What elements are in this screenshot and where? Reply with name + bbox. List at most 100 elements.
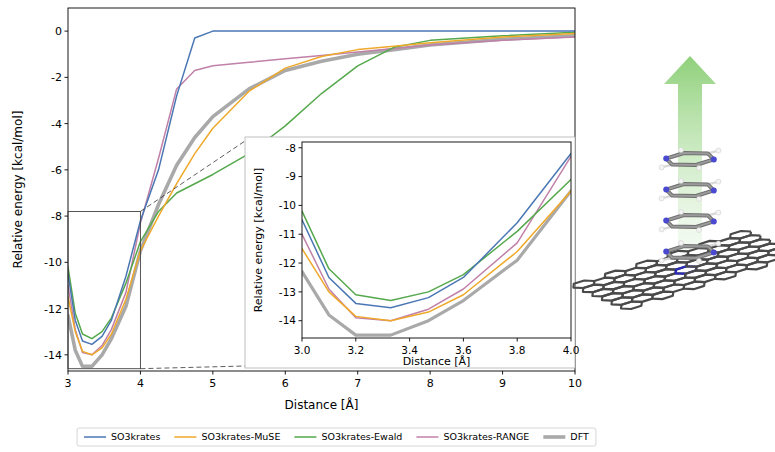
y-tick — [65, 123, 69, 124]
illustration — [573, 56, 775, 309]
atom-n — [711, 187, 717, 193]
legend-entry: SO3krates — [84, 431, 160, 442]
molecule — [659, 148, 721, 171]
x-tick — [357, 371, 358, 375]
atom-h — [697, 228, 702, 233]
y-tick — [65, 308, 69, 309]
legend-swatch — [174, 436, 196, 438]
atom-h — [679, 241, 684, 246]
molecule — [659, 210, 721, 233]
atom-h — [679, 179, 684, 184]
zoom-box — [68, 211, 140, 368]
legend: SO3krates SO3krates-MuSE SO3krates-Ewald SO… — [77, 428, 596, 446]
y-tick — [65, 216, 69, 217]
x-tick-label: 3 — [65, 377, 72, 390]
atom-n — [663, 187, 669, 193]
x-tick — [575, 371, 576, 375]
ring — [666, 215, 714, 227]
plot-frame — [302, 142, 571, 338]
y-axis-title: Relative energy [kcal/mol] — [11, 111, 25, 269]
x-tick-label: 3.8 — [509, 344, 526, 356]
axes: 3.03.23.43.63.84.0-14-13-12-11-10-9-8Dis… — [252, 142, 579, 368]
atom-h — [716, 241, 721, 246]
atom-n — [663, 156, 669, 162]
atom-n — [663, 249, 669, 255]
ring — [666, 184, 714, 196]
x-tick — [302, 338, 303, 342]
y-tick-label: 0 — [55, 25, 62, 38]
series-line — [302, 179, 571, 300]
figure: 345678910-14-12-10-8-6-4-20Distance [Å]R… — [0, 0, 775, 452]
y-tick — [299, 263, 303, 264]
x-tick-label: 10 — [568, 377, 582, 390]
graphene — [573, 231, 775, 309]
x-tick-label: 6 — [282, 377, 289, 390]
atom-h — [716, 210, 721, 215]
y-tick — [299, 234, 303, 235]
plot-frame — [68, 8, 575, 371]
x-tick-label: 3.4 — [401, 344, 418, 356]
legend-label: SO3krates-RANGE — [443, 431, 529, 442]
x-tick-label: 3.0 — [294, 344, 311, 356]
atom-h — [679, 210, 684, 215]
arrow — [664, 56, 716, 250]
y-tick-label: -10 — [279, 199, 296, 211]
graphene-cell — [768, 248, 775, 256]
series-line — [302, 191, 571, 335]
y-tick-label: -14 — [44, 349, 62, 362]
background — [0, 0, 775, 452]
series-line — [302, 154, 571, 308]
x-axis-title: Distance [Å] — [403, 355, 471, 368]
y-tick — [65, 77, 69, 78]
axes: 345678910-14-12-10-8-6-4-20Distance [Å]R… — [11, 8, 582, 412]
atom-h — [659, 227, 664, 232]
legend-entry: SO3krates-MuSE — [174, 431, 280, 442]
atom-h — [679, 148, 684, 153]
x-tick — [355, 338, 356, 342]
atom-n — [711, 156, 717, 162]
atom-n — [711, 249, 717, 255]
legend-label: SO3krates — [111, 431, 160, 442]
x-tick — [140, 371, 141, 375]
series-group — [302, 154, 571, 336]
molecule — [659, 179, 721, 202]
legend-entry: SO3krates-Ewald — [294, 431, 402, 442]
atom-h — [659, 196, 664, 201]
atom-h — [697, 166, 702, 171]
y-tick — [65, 262, 69, 263]
x-axis-title: Distance [Å] — [285, 397, 359, 412]
x-tick — [409, 338, 410, 342]
x-tick — [571, 338, 572, 342]
x-tick — [463, 338, 464, 342]
y-tick-label: -11 — [279, 228, 296, 240]
legend-box — [77, 428, 596, 446]
zoom-connector — [140, 141, 245, 211]
atom-n — [711, 218, 717, 224]
y-tick-label: -6 — [51, 164, 62, 177]
x-tick-label: 4.0 — [563, 344, 580, 356]
ring — [666, 184, 714, 196]
legend-entry: SO3krates-RANGE — [416, 431, 529, 442]
y-axis-title: Relative energy [kcal/mol] — [252, 168, 265, 313]
y-tick — [299, 147, 303, 148]
x-tick-label: 3.2 — [347, 344, 364, 356]
legend-entry: DFT — [543, 431, 589, 442]
x-tick — [285, 371, 286, 375]
x-tick — [68, 371, 69, 375]
zoom-connector — [140, 366, 245, 369]
y-tick-label: -14 — [279, 314, 296, 326]
y-tick — [299, 291, 303, 292]
x-tick — [212, 371, 213, 375]
y-tick-label: -12 — [279, 257, 296, 269]
ring — [666, 153, 714, 165]
series-line — [302, 191, 571, 321]
x-tick-label: 3.6 — [455, 344, 472, 356]
ring — [666, 246, 714, 258]
x-tick-label: 7 — [354, 377, 361, 390]
y-tick-label: -10 — [44, 256, 62, 269]
atom-h — [716, 148, 721, 153]
x-tick — [430, 371, 431, 375]
y-tick — [65, 169, 69, 170]
molecule — [659, 241, 721, 264]
atom-h — [697, 197, 702, 202]
